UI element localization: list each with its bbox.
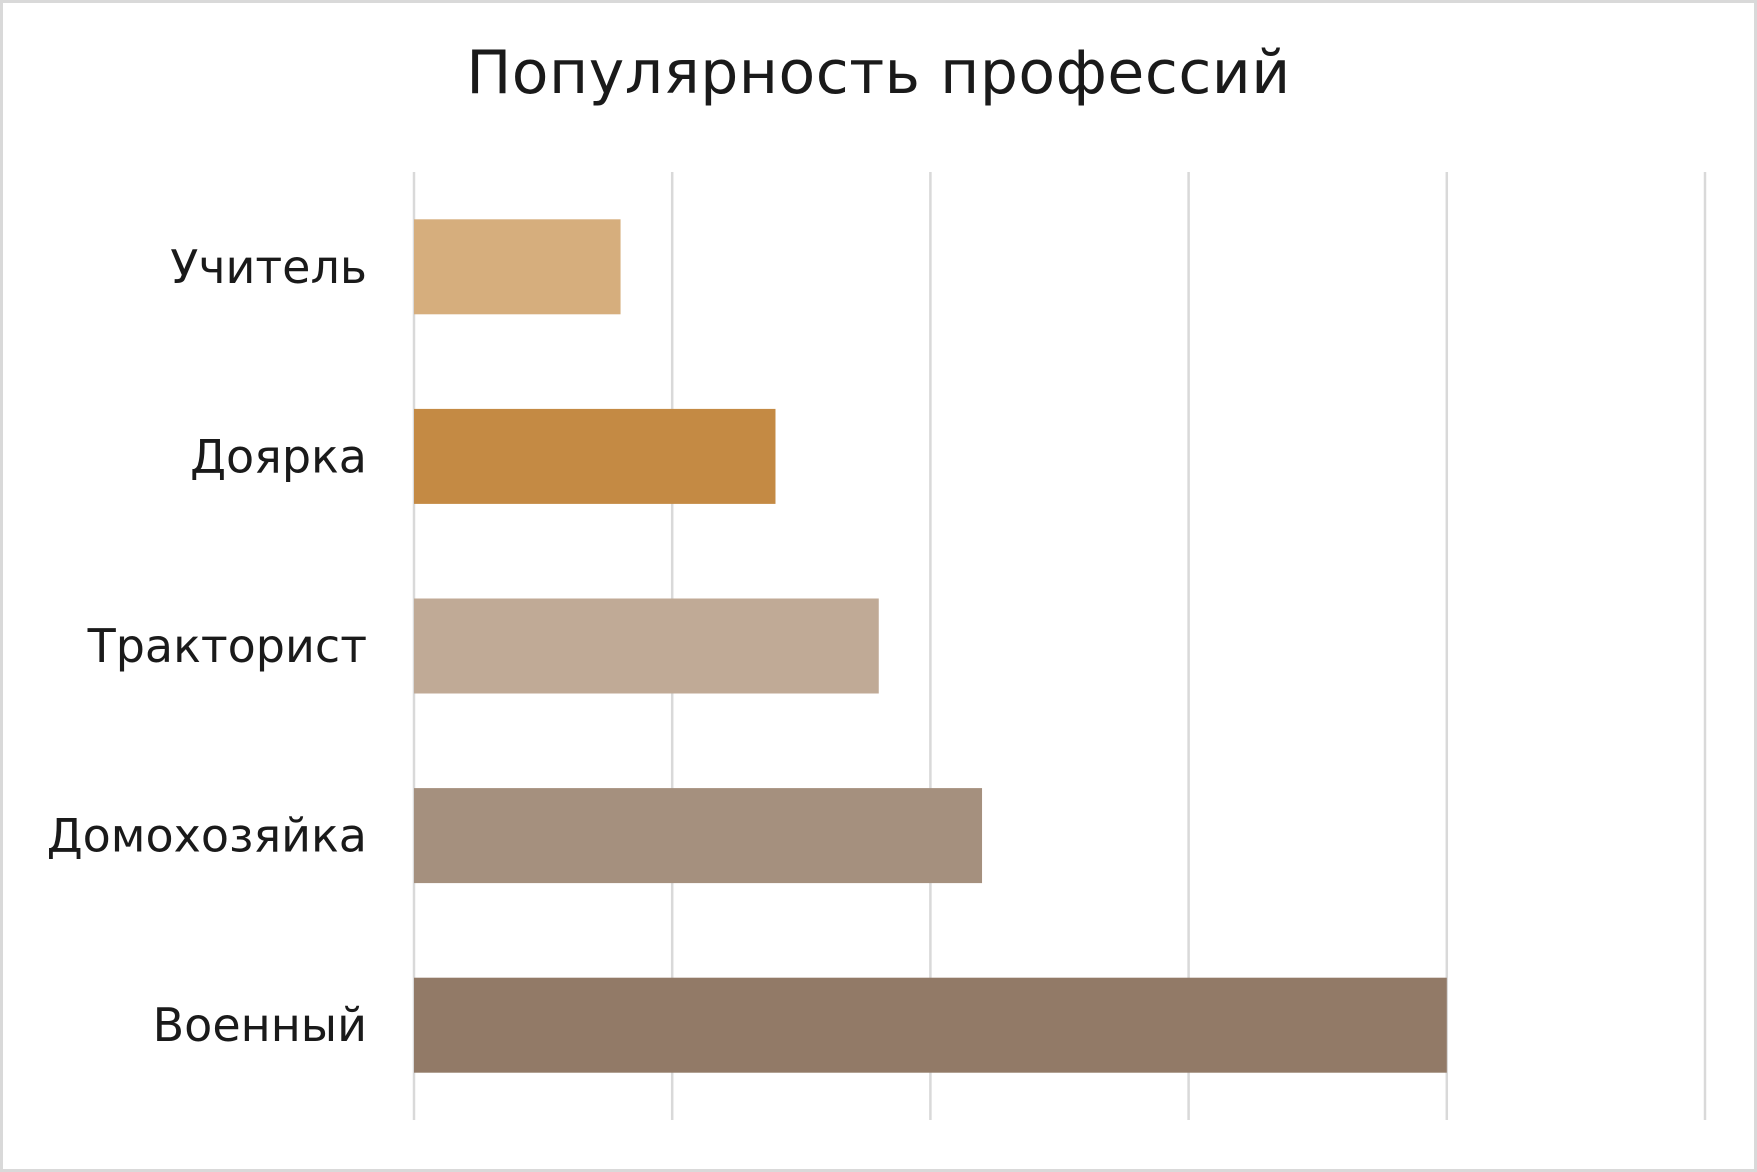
bars (414, 219, 1447, 1073)
bar (414, 219, 621, 315)
bar (414, 408, 776, 504)
bar (414, 977, 1447, 1073)
category-label: Военный (153, 998, 367, 1052)
chart-title: Популярность профессий (466, 38, 1291, 108)
bar (414, 788, 983, 884)
category-label: Доярка (190, 429, 367, 483)
category-labels: Учитель Доярка Тракторист Домохозяйка Военны… (47, 240, 367, 1052)
category-label: Учитель (170, 240, 367, 294)
category-label: Домохозяйка (47, 809, 367, 863)
category-label: Тракторист (87, 619, 367, 673)
bar (414, 598, 879, 694)
